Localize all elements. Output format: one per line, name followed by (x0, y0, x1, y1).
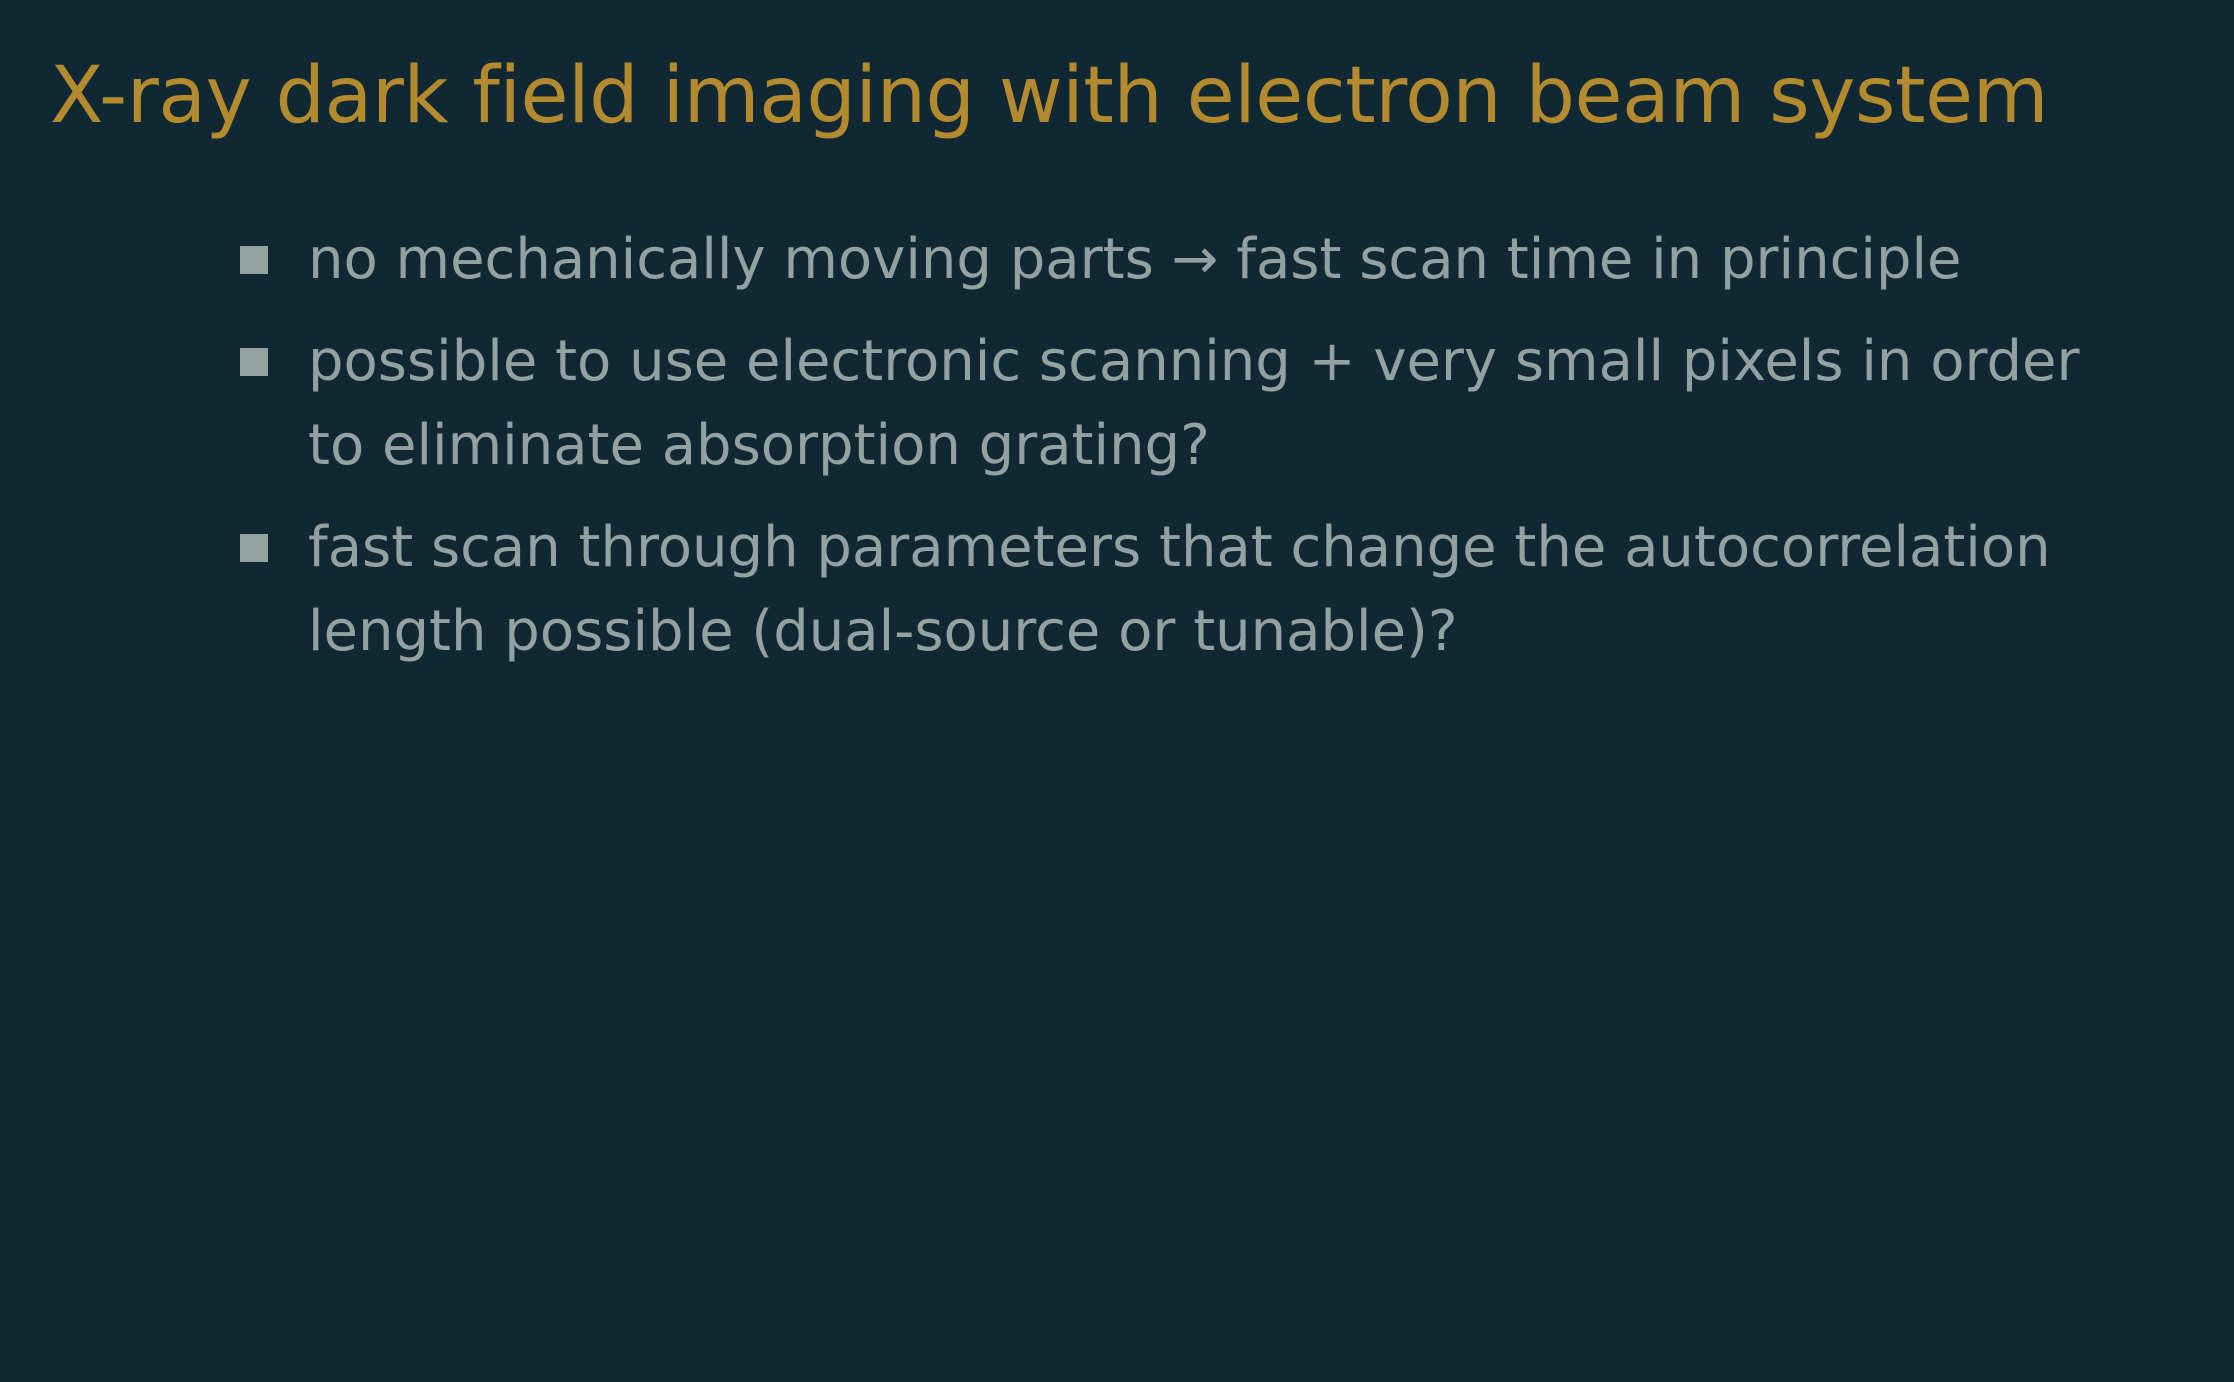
square-bullet-icon (240, 534, 268, 562)
bullet-item: possible to use electronic scanning + ve… (240, 320, 2120, 488)
square-bullet-icon (240, 246, 268, 274)
bullet-item: no mechanically moving parts → fast scan… (240, 218, 2120, 302)
bullet-item: fast scan through parameters that change… (240, 506, 2120, 674)
square-bullet-icon (240, 348, 268, 376)
bullet-text: no mechanically moving parts → fast scan… (308, 227, 1962, 292)
bullet-list: no mechanically moving parts → fast scan… (240, 218, 2120, 692)
bullet-text: possible to use electronic scanning + ve… (308, 329, 2080, 478)
slide-title: X-ray dark field imaging with electron b… (50, 51, 2049, 141)
bullet-text: fast scan through parameters that change… (308, 515, 2051, 664)
